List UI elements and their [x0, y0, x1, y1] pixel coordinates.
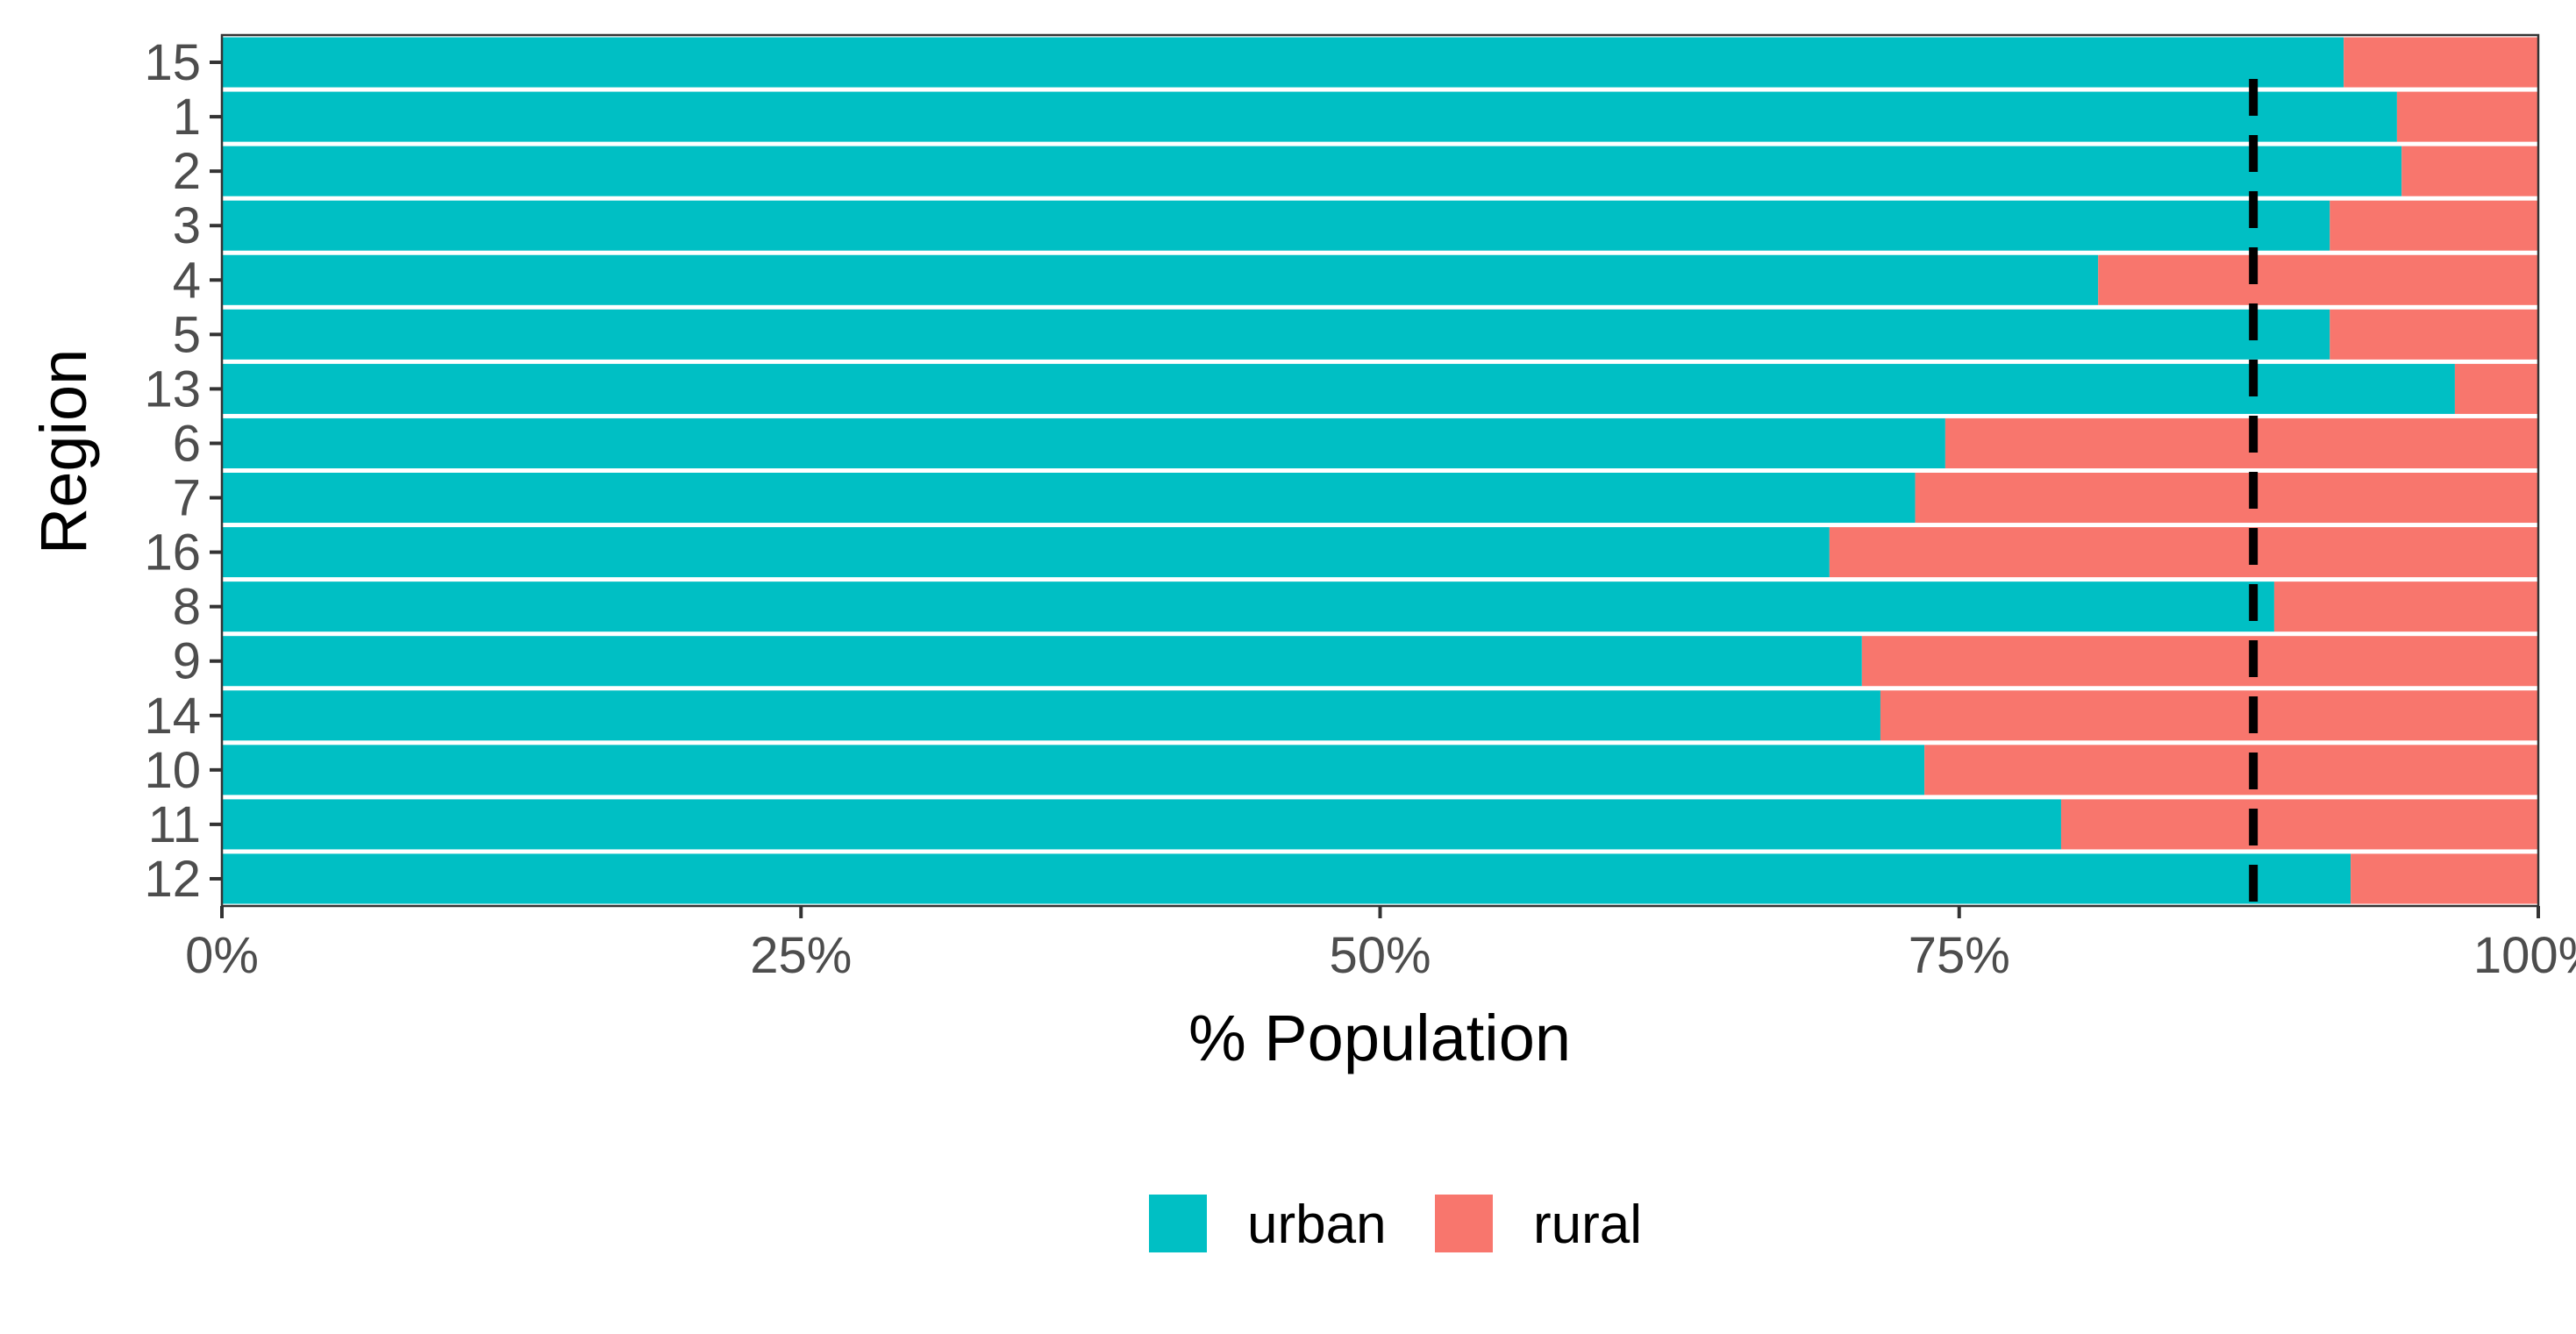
y-tick-label: 9 — [173, 633, 201, 690]
y-tick-label: 10 — [144, 742, 201, 799]
legend-label-rural: rural — [1533, 1195, 1642, 1255]
bar-urban-region-1 — [222, 91, 2397, 142]
y-tick-label: 1 — [173, 89, 201, 146]
bar-rural-region-11 — [2060, 799, 2538, 850]
y-tick-label: 7 — [173, 470, 201, 527]
bar-rural-region-4 — [2098, 254, 2538, 305]
y-tick-label: 6 — [173, 415, 201, 472]
bar-urban-region-14 — [222, 690, 1880, 741]
bar-urban-region-3 — [222, 200, 2330, 251]
y-tick-label: 16 — [144, 524, 201, 581]
legend-swatch-rural — [1435, 1195, 1493, 1252]
bar-rural-region-2 — [2401, 146, 2538, 196]
bar-rural-region-12 — [2351, 853, 2538, 904]
bar-urban-region-10 — [222, 745, 1925, 795]
y-tick-label: 13 — [144, 360, 201, 417]
bar-rural-region-9 — [1861, 636, 2538, 687]
bar-urban-region-15 — [222, 37, 2344, 88]
bar-rural-region-1 — [2396, 91, 2538, 142]
bar-rural-region-16 — [1829, 527, 2538, 578]
y-tick-label: 3 — [173, 197, 201, 254]
bar-rural-region-5 — [2330, 309, 2538, 360]
y-tick-label: 11 — [148, 796, 201, 853]
x-tick-label: 25% — [750, 927, 852, 984]
bar-rural-region-3 — [2330, 200, 2538, 251]
x-tick-label: 0% — [185, 927, 259, 984]
bar-urban-region-6 — [222, 417, 1945, 468]
bar-rural-region-7 — [1915, 473, 2538, 524]
bar-urban-region-4 — [222, 254, 2099, 305]
legend: urban rural — [1149, 1195, 1642, 1255]
bar-urban-region-16 — [222, 527, 1830, 578]
y-axis-title: Region — [27, 349, 100, 555]
y-tick-label: 2 — [173, 143, 201, 200]
bar-urban-region-12 — [222, 853, 2351, 904]
x-axis: 0% 25% 50% 75% 100% — [185, 906, 2576, 984]
bar-rural-region-10 — [1924, 745, 2538, 795]
y-tick-label: 15 — [144, 34, 201, 91]
y-tick-label: 8 — [173, 579, 201, 636]
bar-urban-region-5 — [222, 309, 2330, 360]
bar-urban-region-2 — [222, 146, 2402, 196]
x-tick-label: 50% — [1329, 927, 1431, 984]
bar-urban-region-8 — [222, 581, 2274, 632]
x-tick-label: 75% — [1909, 927, 2010, 984]
bar-urban-region-7 — [222, 473, 1916, 524]
bar-rural-region-14 — [1880, 690, 2538, 741]
bar-rural-region-6 — [1944, 417, 2538, 468]
bar-rural-region-15 — [2344, 37, 2538, 88]
legend-swatch-urban — [1149, 1195, 1207, 1252]
bar-rural-region-8 — [2273, 581, 2538, 632]
x-axis-title: % Population — [1188, 1002, 1571, 1074]
y-tick-label: 5 — [173, 306, 201, 363]
x-tick-label: 100% — [2473, 927, 2576, 984]
y-tick-label: 4 — [173, 252, 201, 309]
bar-urban-region-9 — [222, 636, 1862, 687]
legend-label-urban: urban — [1247, 1195, 1387, 1255]
y-tick-label: 12 — [144, 851, 201, 908]
bars-layer — [222, 37, 2538, 904]
bar-urban-region-13 — [222, 363, 2455, 414]
bar-rural-region-13 — [2454, 363, 2538, 414]
bar-urban-region-11 — [222, 799, 2061, 850]
y-tick-label: 14 — [144, 688, 201, 745]
